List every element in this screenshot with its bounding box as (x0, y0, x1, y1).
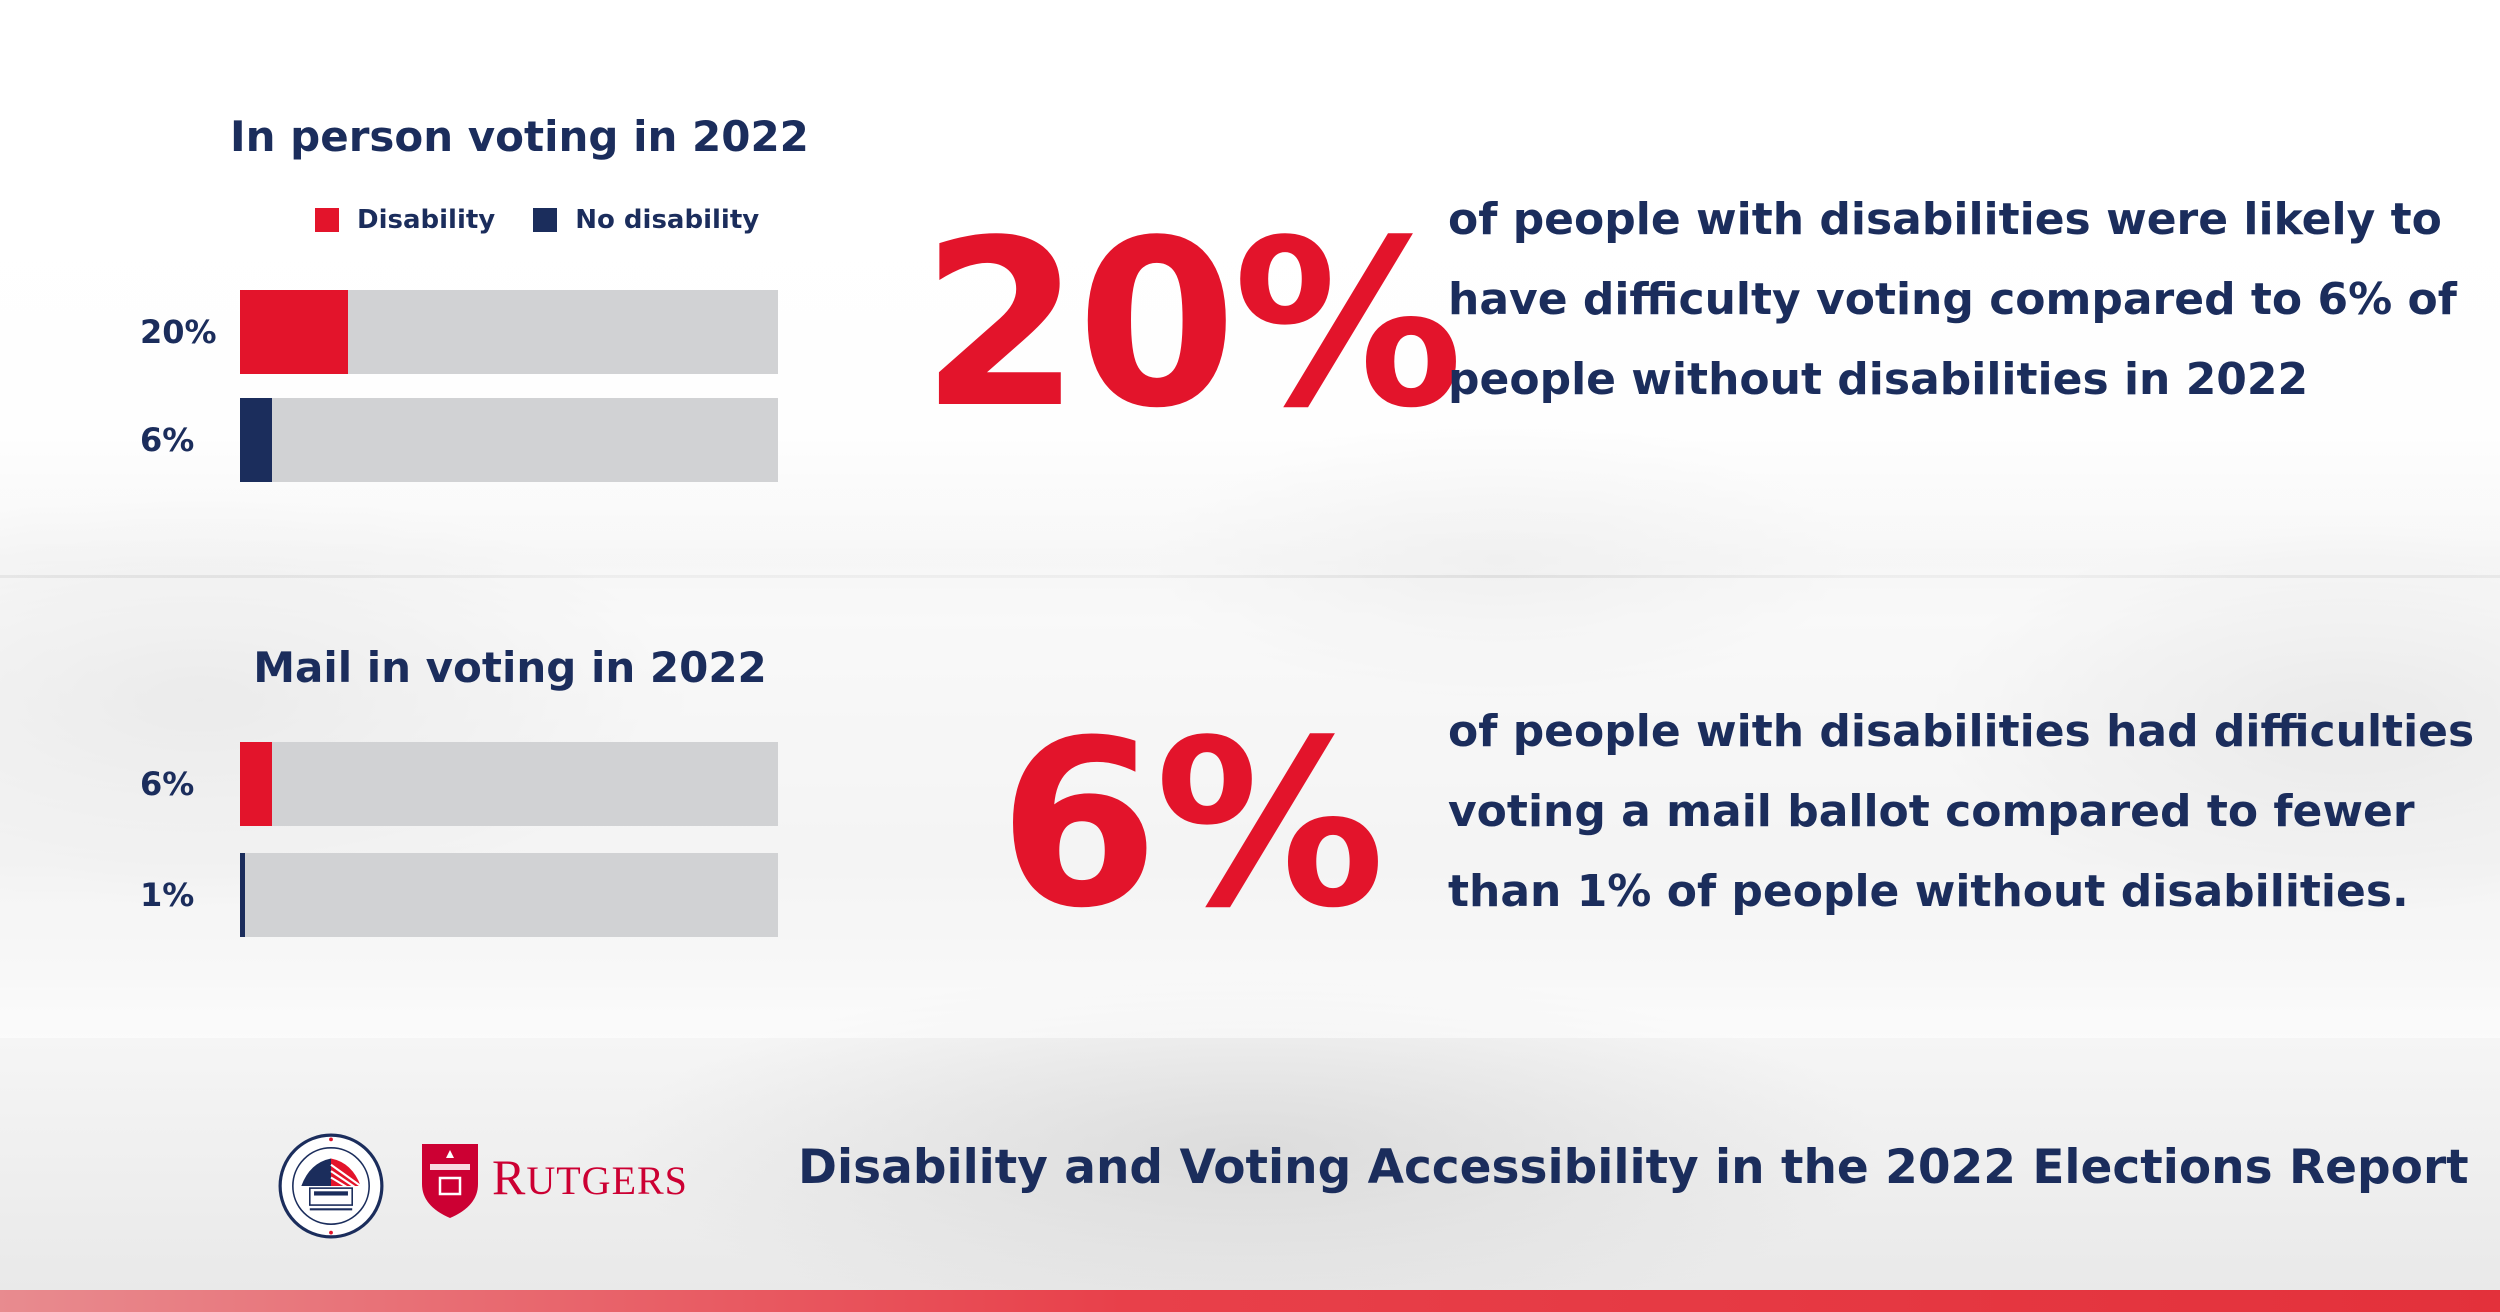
rutgers-shield-icon (422, 1144, 478, 1218)
big-stat-in-person: 20% (920, 192, 1464, 459)
report-title: Disability and Voting Accessibility in t… (798, 1140, 2469, 1195)
legend-item-disability: Disability (315, 205, 495, 235)
bar-mail-disability (240, 742, 272, 826)
bar-label: 6% (140, 765, 195, 803)
rutgers-wordmark: RUTGERS (492, 1149, 688, 1205)
bar-row-in-person-disability: 20% (140, 290, 780, 374)
bar-row-in-person-no-disability: 6% (140, 398, 780, 482)
chart-legend: Disability No disability (315, 205, 797, 235)
bar-mail-no-disability (240, 853, 245, 937)
bar-label: 1% (140, 876, 195, 914)
stat-description-mail: of people with disabilities had difficul… (1448, 706, 2475, 917)
bar-track (240, 398, 778, 482)
legend-label-disability: Disability (357, 205, 496, 235)
bar-in-person-disability (240, 290, 348, 374)
bar-row-mail-disability: 6% (140, 742, 780, 826)
legend-item-no-disability: No disability (533, 205, 759, 235)
stat-description-in-person: of people with disabilities were likely … (1448, 194, 2457, 405)
bar-track (240, 853, 778, 937)
bar-label: 6% (140, 421, 195, 459)
bar-row-mail-no-disability: 1% (140, 853, 780, 937)
big-stat-mail: 6% (998, 692, 1385, 959)
bar-track (240, 290, 778, 374)
bar-label: 20% (140, 313, 217, 351)
chart-title-mail-in: Mail in voting in 2022 (253, 643, 767, 692)
election-assistance-commission-seal-icon (278, 1133, 384, 1239)
bar-track (240, 742, 778, 826)
bottom-accent-stripe (0, 1290, 2500, 1312)
chart-title-in-person: In person voting in 2022 (230, 112, 809, 161)
bar-in-person-no-disability (240, 398, 272, 482)
legend-label-no-disability: No disability (575, 205, 760, 235)
legend-swatch-no-disability (533, 208, 558, 232)
legend-swatch-disability (315, 208, 339, 232)
